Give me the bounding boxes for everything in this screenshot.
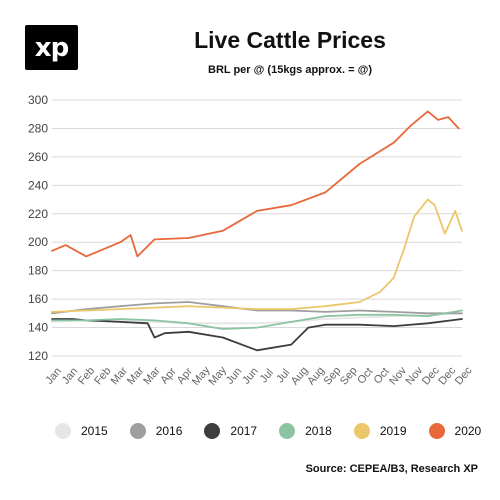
y-tick-label: 240 — [28, 178, 48, 192]
x-tick-label: Jun — [224, 365, 245, 386]
legend-item-2018: 2018 — [279, 423, 332, 439]
legend-item-2020: 2020 — [428, 423, 482, 439]
series-line-2015 — [51, 312, 463, 325]
legend-item-2019: 2019 — [353, 423, 407, 439]
x-tick-label: Dec — [453, 364, 475, 387]
x-tick-label: Jul — [274, 367, 292, 385]
y-tick-label: 300 — [28, 93, 48, 107]
legend-swatch — [129, 423, 146, 439]
legend-item-2016: 2016 — [129, 423, 183, 439]
y-tick-label: 200 — [28, 235, 48, 249]
y-tick-label: 260 — [28, 150, 48, 164]
y-tick-label: 120 — [28, 349, 48, 363]
legend-label: 2016 — [155, 424, 183, 438]
series-line-2020 — [51, 110, 460, 258]
legend-swatch — [55, 423, 71, 439]
x-tick-label: Oct — [355, 366, 375, 387]
series-line-2017 — [51, 318, 463, 352]
series-line-2016 — [51, 301, 463, 315]
y-tick-label: 160 — [28, 292, 48, 306]
xp-logo: xp — [25, 25, 78, 70]
y-tick-label: 280 — [28, 121, 48, 135]
logo-text: xp — [34, 32, 69, 63]
legend-label: 2020 — [454, 424, 482, 438]
chart-legend: 2015 2016 2017 2018 2019 2020 — [55, 423, 500, 439]
legend-swatch — [428, 423, 445, 439]
legend-label: 2018 — [305, 424, 332, 438]
y-tick-label: 180 — [28, 264, 48, 278]
legend-label: 2019 — [379, 424, 407, 438]
series-line-2018 — [51, 309, 463, 330]
legend-swatch — [204, 423, 221, 439]
legend-swatch — [279, 423, 296, 439]
x-tick-label: Jul — [258, 367, 276, 385]
chart-subtitle: BRL per @ (15kgs approx. = @) — [208, 64, 372, 76]
series-line-2019 — [51, 198, 463, 313]
y-tick-label: 140 — [28, 321, 48, 335]
y-tick-label: 220 — [28, 207, 48, 221]
legend-label: 2015 — [81, 424, 108, 438]
source-note: Source: CEPEA/B3, Research XP — [305, 463, 478, 475]
x-tick-label: Jun — [240, 365, 261, 386]
legend-item-2017: 2017 — [204, 423, 257, 439]
chart-title: Live Cattle Prices — [194, 27, 386, 53]
legend-swatch — [353, 423, 370, 439]
legend-item-2015: 2015 — [55, 423, 108, 439]
x-tick-label: Jan — [43, 365, 64, 386]
x-tick-label: Apr — [158, 365, 178, 386]
x-tick-label: Oct — [372, 366, 392, 387]
legend-label: 2017 — [230, 424, 258, 438]
x-tick-label: Apr — [175, 365, 195, 386]
x-tick-label: Jan — [60, 365, 81, 386]
